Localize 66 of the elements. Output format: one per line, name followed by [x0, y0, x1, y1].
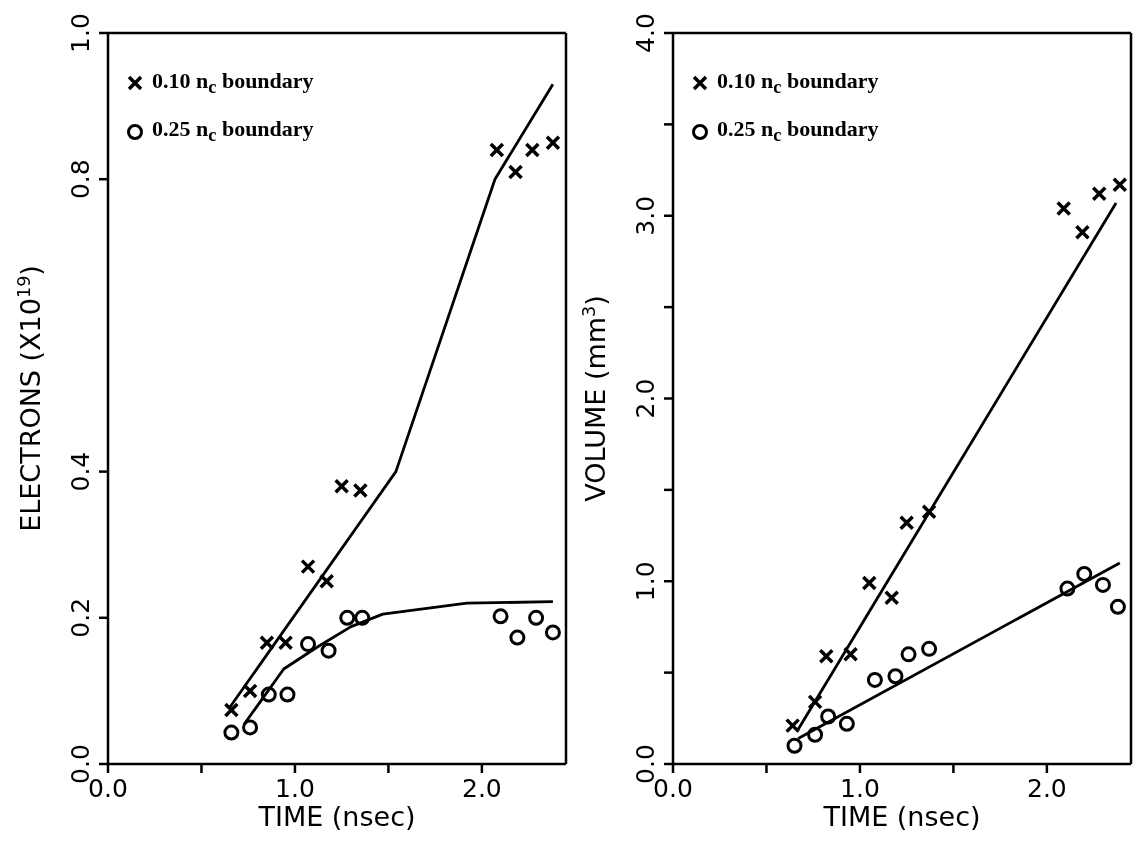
point [354, 609, 371, 626]
point [1094, 576, 1111, 593]
x-tick-label: 1.0 [275, 774, 315, 803]
point [921, 504, 937, 520]
point [1074, 224, 1091, 240]
point [300, 558, 316, 575]
point [1076, 565, 1093, 582]
y-tick-label: 0.4 [66, 451, 95, 492]
point [544, 624, 561, 641]
point [786, 737, 803, 754]
point [339, 609, 356, 626]
point [545, 134, 561, 151]
y-tick-label: 0.8 [66, 159, 95, 200]
point [320, 642, 337, 659]
point [279, 686, 296, 703]
point [784, 717, 801, 734]
point [866, 671, 883, 688]
x-tick-label: 2.0 [461, 774, 502, 803]
point [352, 482, 369, 499]
point [528, 609, 545, 626]
point [842, 646, 859, 663]
y-tick-label: 4.0 [631, 13, 660, 53]
point [883, 589, 900, 606]
point [921, 640, 938, 657]
point [900, 646, 917, 663]
x-axis-title: TIME (nsec) [257, 801, 416, 832]
point [300, 636, 317, 653]
y-tick-label: 1.0 [631, 561, 660, 602]
legend-label: 0.25 n$_{c}$ boundary [152, 116, 314, 147]
point [1059, 580, 1076, 597]
point [861, 575, 878, 591]
x-tick-label: 2.0 [1026, 774, 1067, 803]
point [1112, 176, 1128, 193]
point [223, 702, 240, 718]
point [820, 708, 837, 725]
point [807, 726, 824, 743]
point [492, 608, 509, 625]
point [333, 478, 350, 494]
point [242, 719, 259, 736]
point [898, 515, 915, 531]
point [807, 694, 823, 710]
point [838, 715, 855, 732]
point [509, 629, 526, 646]
y-tick-label: 0.2 [66, 597, 95, 638]
x-tick-label: 1.0 [840, 774, 880, 803]
y-tick-label: 2.0 [631, 378, 660, 419]
point [223, 724, 240, 741]
point [524, 142, 541, 158]
point [1109, 598, 1126, 615]
point [260, 686, 277, 703]
point [318, 573, 335, 589]
point [818, 648, 835, 664]
point [277, 634, 294, 651]
point [507, 164, 524, 180]
legend-label: 0.10 n$_{c}$ boundary [152, 68, 314, 99]
point [259, 634, 275, 651]
y-tick-label: 1.0 [66, 13, 95, 53]
x-axis-title: TIME (nsec) [822, 801, 981, 832]
point [1055, 200, 1072, 217]
y-tick-label: 3.0 [631, 195, 660, 236]
point [242, 683, 258, 699]
legend-label: 0.25 n$_{c}$ boundary [717, 116, 879, 147]
point [887, 668, 904, 685]
point [489, 142, 505, 158]
point [1091, 186, 1107, 202]
legend-label: 0.10 n$_{c}$ boundary [717, 68, 879, 99]
